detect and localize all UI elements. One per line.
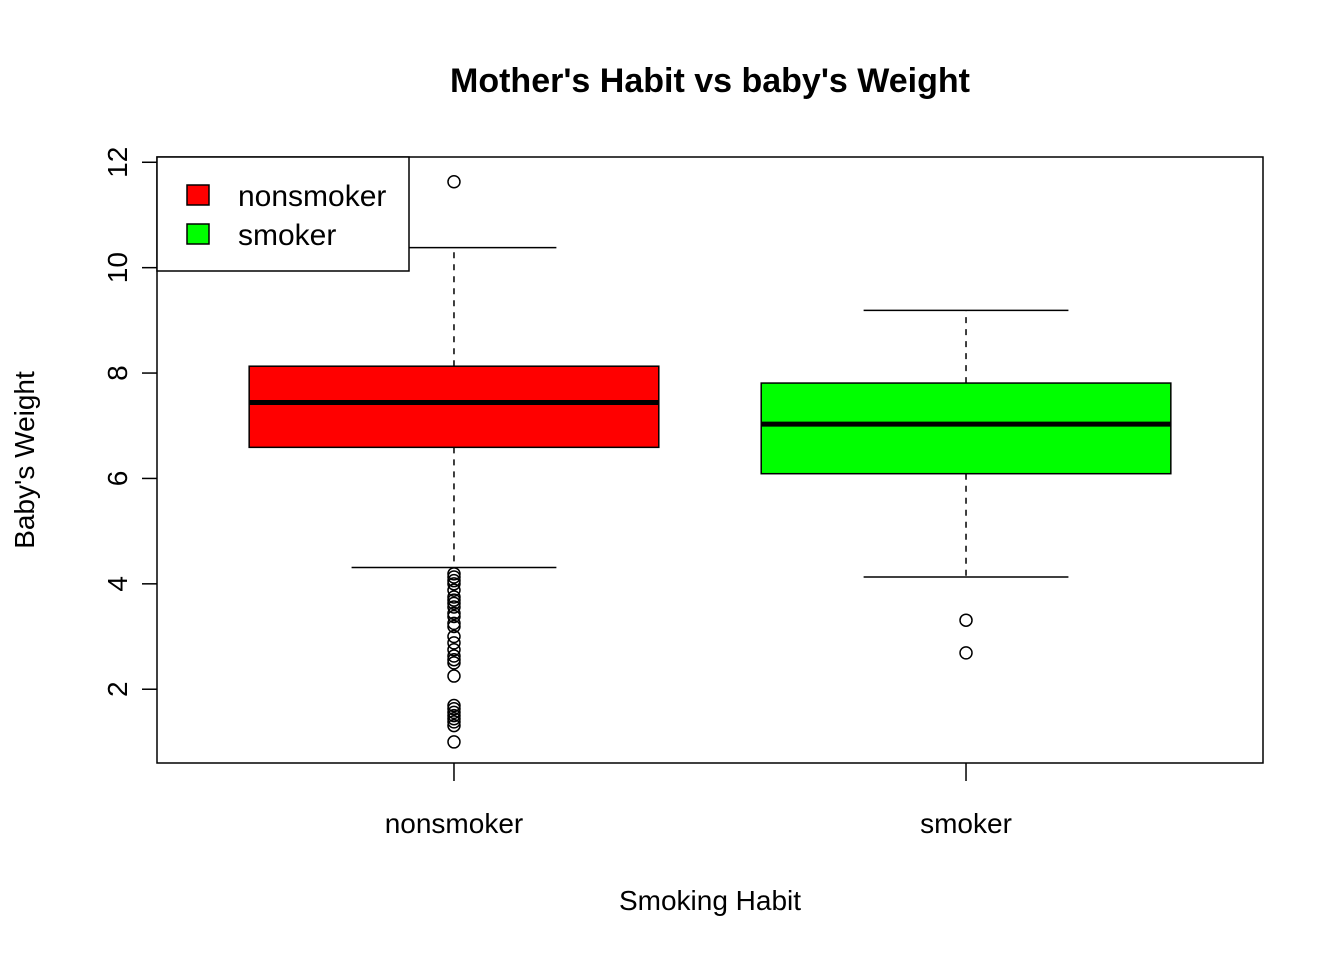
outlier-point — [959, 646, 973, 660]
legend-swatch — [186, 184, 210, 206]
outlier-point — [447, 715, 461, 729]
x-tick-label: nonsmoker — [385, 808, 524, 839]
outlier-point — [959, 613, 973, 627]
outlier-point — [447, 619, 461, 634]
outlier-point — [447, 669, 461, 683]
y-tick-label: 8 — [102, 365, 133, 381]
outlier-point — [447, 652, 461, 667]
x-axis-label: Smoking Habit — [619, 885, 801, 916]
outlier-point — [447, 649, 461, 663]
outlier-point — [447, 698, 461, 713]
y-axis-label: Baby's Weight — [9, 371, 40, 549]
y-tick-label: 2 — [102, 681, 133, 697]
iqr-box — [760, 382, 1172, 475]
box-smoker — [760, 309, 1172, 660]
outlier-point — [447, 701, 461, 716]
outlier-point — [447, 596, 461, 611]
legend-swatch — [186, 223, 210, 245]
outlier-point — [447, 570, 461, 584]
outlier-point — [447, 708, 461, 723]
y-axis: 2 4 6 8 10 12 — [102, 147, 157, 697]
outlier-point — [447, 609, 461, 624]
outlier-point — [447, 629, 461, 644]
outlier-point — [447, 735, 461, 749]
y-tick-label: 12 — [102, 147, 133, 178]
y-tick-label: 10 — [102, 252, 133, 283]
outlier-point — [447, 606, 461, 621]
chart-title: Mother's Habit vs baby's Weight — [450, 62, 970, 100]
outlier-point — [447, 567, 461, 581]
outlier-point — [447, 642, 461, 657]
legend-label: smoker — [238, 219, 336, 252]
outlier-point — [447, 573, 461, 588]
outlier-point — [447, 583, 461, 597]
iqr-box — [248, 365, 660, 449]
outlier-point — [447, 600, 461, 614]
legend: nonsmoker smoker — [156, 156, 410, 272]
legend-frame — [156, 156, 410, 272]
outlier-point — [447, 718, 461, 733]
outlier-point — [447, 636, 461, 650]
outlier-point — [447, 577, 461, 591]
plot-area — [248, 175, 1172, 749]
outlier-point — [447, 616, 461, 631]
outlier-point — [447, 711, 461, 726]
x-axis: nonsmoker smoker — [385, 763, 1012, 839]
outlier-point — [447, 705, 461, 720]
x-tick-label: smoker — [920, 808, 1012, 839]
box-nonsmoker — [248, 175, 660, 749]
y-tick-label: 6 — [102, 471, 133, 487]
plot-frame — [156, 156, 1264, 764]
outlier-point — [447, 593, 461, 607]
outlier-point — [447, 656, 461, 670]
y-tick-label: 4 — [102, 576, 133, 592]
outlier-point — [447, 590, 461, 604]
outlier-point — [447, 175, 461, 189]
legend-label: nonsmoker — [238, 180, 386, 213]
